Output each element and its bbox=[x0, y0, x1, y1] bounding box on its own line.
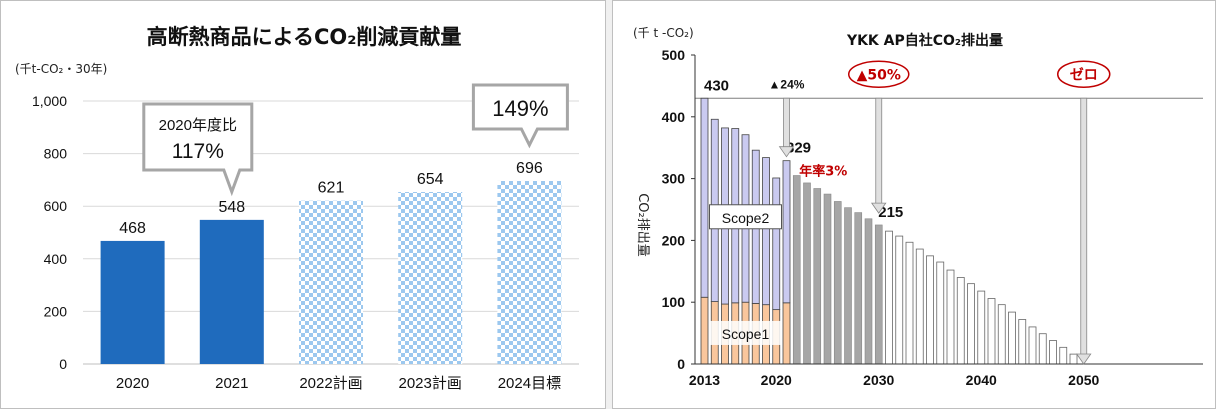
callout-box bbox=[142, 102, 254, 197]
annotation-50: ▲50% bbox=[857, 67, 901, 83]
bar-plan-2030 bbox=[874, 224, 883, 365]
bar-future-2031 bbox=[885, 230, 893, 365]
callout-text: 117% bbox=[172, 140, 224, 163]
bar-2024目標 bbox=[497, 180, 562, 364]
bar-scope1-2021 bbox=[782, 302, 791, 365]
y-unit-label: (千t-CO₂・30年) bbox=[15, 62, 107, 76]
arrow-zero-head bbox=[1075, 353, 1092, 365]
bar-future-2034 bbox=[915, 248, 924, 365]
x-tick-label: 2020 bbox=[116, 375, 149, 392]
annotation-zero: ゼロ bbox=[1070, 66, 1098, 83]
bar-2022計画 bbox=[299, 200, 363, 364]
annotation-rate: 年率3% bbox=[799, 164, 847, 180]
bar-plan-2024 bbox=[813, 188, 822, 365]
data-label: 329 bbox=[786, 140, 811, 157]
x-tick-label: 2022計画 bbox=[299, 375, 362, 392]
x-tick-label: 2030 bbox=[863, 372, 894, 388]
bar-scope2-2020 bbox=[772, 177, 781, 311]
bar-scope2-2021 bbox=[782, 160, 791, 304]
data-label: 430 bbox=[704, 77, 729, 94]
x-tick-label: 2020 bbox=[761, 372, 792, 388]
callout-text: 149% bbox=[492, 96, 548, 121]
x-tick-label: 2050 bbox=[1068, 372, 1099, 388]
y-tick-label: 800 bbox=[44, 146, 68, 162]
scope1-label: Scope1 bbox=[722, 326, 770, 342]
data-label: 215 bbox=[878, 204, 903, 221]
x-tick-label: 2040 bbox=[966, 372, 997, 388]
bar-future-2040 bbox=[977, 290, 986, 365]
x-tick-label: 2021 bbox=[215, 375, 248, 392]
bar-future-2045 bbox=[1028, 326, 1037, 365]
bar-scope2-2019 bbox=[762, 157, 770, 306]
y-tick-label: 200 bbox=[662, 232, 686, 248]
y-tick-label: 300 bbox=[662, 171, 686, 187]
bar-future-2039 bbox=[967, 283, 975, 365]
y-tick-label: 200 bbox=[44, 303, 68, 319]
data-label: 621 bbox=[318, 180, 345, 197]
arrow-24-shaft bbox=[783, 97, 790, 149]
y-tick-label: 100 bbox=[662, 294, 686, 310]
y-tick-label: 500 bbox=[662, 47, 686, 63]
arrow-24-head bbox=[778, 146, 795, 158]
scope2-label: Scope2 bbox=[722, 210, 770, 226]
left-chart-panel: 高断熱商品によるCO₂削減貢献量 (千t-CO₂・30年) 0 200 400 600 80… bbox=[0, 0, 606, 409]
left-chart: 高断熱商品によるCO₂削減貢献量 (千t-CO₂・30年) 0 200 400 600 80… bbox=[15, 25, 579, 392]
data-label: 548 bbox=[218, 199, 245, 216]
bar-plan-2022 bbox=[792, 175, 801, 365]
callout-box bbox=[471, 83, 569, 149]
bar-2023計画 bbox=[398, 191, 463, 364]
chart-title: YKK AP自社CO₂排出量 bbox=[846, 32, 1003, 49]
bar-plan-2023 bbox=[803, 182, 811, 365]
bar-scope2-2013 bbox=[700, 97, 709, 298]
bar-future-2032 bbox=[895, 235, 904, 365]
data-label: 696 bbox=[516, 160, 543, 177]
annotation-24: ▲24% bbox=[769, 77, 805, 91]
bar-plan-2026 bbox=[833, 201, 842, 365]
bar-future-2038 bbox=[956, 277, 965, 365]
bar-future-2043 bbox=[1008, 311, 1016, 365]
annotation-50-oval bbox=[848, 60, 910, 89]
right-chart: YKK AP自社CO₂排出量 (千 t -CO₂) CO₂排出量 0 100 200 300… bbox=[633, 26, 1203, 388]
y-tick-label: 0 bbox=[59, 356, 67, 372]
bar-future-2047 bbox=[1049, 340, 1057, 365]
y-tick-label: 0 bbox=[677, 356, 685, 372]
arrow-50-shaft bbox=[875, 97, 883, 205]
arrow-zero-shaft bbox=[1080, 97, 1088, 356]
bar-plan-2029 bbox=[864, 218, 873, 365]
data-label: 468 bbox=[119, 220, 146, 237]
scope2-label-box bbox=[709, 204, 782, 230]
y-axis-label: CO₂排出量 bbox=[635, 193, 650, 257]
bar-2021 bbox=[199, 219, 264, 364]
y-tick-label: 400 bbox=[44, 251, 68, 267]
bar-2020 bbox=[100, 240, 165, 364]
x-tick-label: 2024目標 bbox=[498, 375, 561, 392]
annotation-zero-oval bbox=[1057, 60, 1111, 89]
bar-future-2036 bbox=[936, 261, 945, 365]
bar-future-2044 bbox=[1018, 319, 1027, 365]
bar-plan-2028 bbox=[854, 212, 863, 365]
y-tick-label: 600 bbox=[44, 198, 68, 214]
bar-future-2037 bbox=[946, 269, 955, 365]
x-tick-label: 2023計画 bbox=[399, 375, 462, 392]
x-tick-label: 2013 bbox=[689, 372, 720, 388]
bar-future-2041 bbox=[987, 298, 996, 365]
data-label: 654 bbox=[417, 171, 444, 188]
callout-text: 2020年度比 bbox=[159, 117, 237, 134]
bar-future-2033 bbox=[905, 241, 914, 365]
bar-future-2048 bbox=[1059, 346, 1068, 365]
bar-scope1-2013 bbox=[700, 296, 709, 365]
bar-plan-2025 bbox=[823, 193, 832, 365]
bar-plan-2027 bbox=[844, 207, 852, 365]
bar-future-2042 bbox=[997, 304, 1006, 365]
scope1-label-box bbox=[709, 320, 782, 345]
bar-future-2049 bbox=[1069, 353, 1078, 365]
bar-future-2046 bbox=[1038, 333, 1047, 365]
chart-title: 高断熱商品によるCO₂削減貢献量 bbox=[147, 25, 462, 49]
arrow-50-head bbox=[870, 202, 887, 214]
y-tick-label: 400 bbox=[662, 109, 686, 125]
y-tick-label: 1,000 bbox=[32, 93, 67, 109]
y-unit-label: (千 t -CO₂) bbox=[633, 26, 694, 40]
bar-future-2035 bbox=[926, 255, 934, 365]
right-chart-panel: YKK AP自社CO₂排出量 (千 t -CO₂) CO₂排出量 0 100 200 300… bbox=[612, 0, 1216, 409]
